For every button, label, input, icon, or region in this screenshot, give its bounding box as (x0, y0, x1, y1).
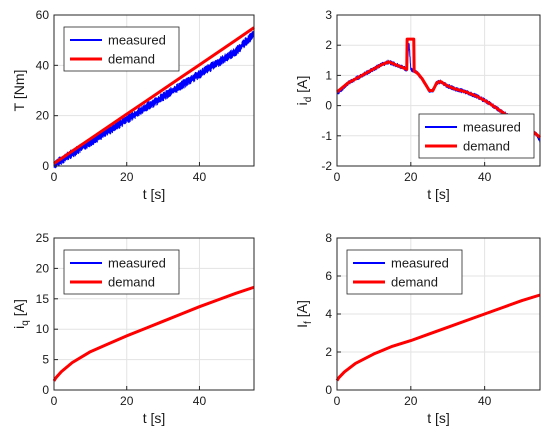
series-line-demand (52, 285, 255, 382)
legend-label-measured: measured (108, 256, 166, 271)
y-tick-label: 0 (325, 99, 332, 113)
y-tick-label: 2 (325, 38, 332, 52)
subplot-2: 0 20 40 -2 -1 0 1 2 3 t [s] id [A] measured demand (294, 8, 541, 202)
x-axis-label: t [s] (143, 410, 166, 426)
y-tick-label: 25 (36, 231, 50, 245)
x-tick-label: 20 (120, 394, 134, 408)
y-tick-label: 1 (325, 68, 332, 82)
legend-box (346, 249, 463, 295)
x-tick-label: 20 (120, 170, 134, 184)
y-tick-label: 15 (36, 292, 50, 306)
legend: measured demand (346, 249, 463, 295)
legend-box (63, 249, 180, 295)
y-axis-label: iq [A] (11, 299, 31, 329)
legend: measured demand (63, 249, 180, 295)
y-tick-label: -1 (321, 129, 332, 143)
legend-label-demand: demand (463, 139, 510, 154)
legend-box (63, 26, 180, 72)
x-tick-label: 40 (193, 394, 207, 408)
legend-box (418, 113, 535, 159)
y-tick-label: 8 (325, 231, 332, 245)
y-tick-label: 20 (36, 109, 50, 123)
x-tick-label: 20 (404, 170, 418, 184)
x-tick-label: 0 (51, 170, 58, 184)
x-axis-label: t [s] (427, 186, 450, 202)
legend-label-measured: measured (391, 256, 449, 271)
x-tick-label: 0 (334, 170, 341, 184)
y-tick-label: 60 (36, 8, 50, 22)
subplot-1: 0 20 40 0 20 40 60 t [s] T [Nm] measured demand (11, 8, 255, 202)
legend-label-measured: measured (463, 120, 521, 135)
legend: measured demand (418, 113, 535, 159)
x-tick-label: 0 (334, 394, 341, 408)
y-axis-label: T [Nm] (11, 70, 27, 112)
legend-label-demand: demand (391, 275, 438, 290)
y-axis-label: id [A] (294, 76, 314, 106)
axes-box (53, 237, 255, 391)
y-tick-label: -2 (321, 159, 332, 173)
legend-label-demand: demand (108, 52, 155, 67)
x-axis-label: t [s] (143, 186, 166, 202)
y-tick-label: 0 (42, 383, 49, 397)
x-tick-label: 0 (51, 394, 58, 408)
y-tick-label: 3 (325, 8, 332, 22)
series-line-demand (336, 37, 541, 139)
x-axis-label: t [s] (427, 410, 450, 426)
y-tick-label: 4 (325, 307, 332, 321)
y-tick-label: 10 (36, 322, 50, 336)
series-line-demand (335, 293, 541, 382)
y-tick-label: 0 (42, 159, 49, 173)
axes-box (336, 14, 541, 167)
legend-label-measured: measured (108, 33, 166, 48)
legend-label-demand: demand (108, 275, 155, 290)
subplot-4: 0 20 40 0 2 4 6 8 t [s] If [A] measured demand (294, 231, 541, 426)
subplot-3: 0 20 40 0 5 10 15 20 25 t [s] iq [A] measured demand (11, 231, 255, 426)
y-tick-label: 2 (325, 345, 332, 359)
axes-box (53, 14, 255, 167)
y-tick-label: 5 (42, 353, 49, 367)
y-axis-label: If [A] (294, 300, 314, 328)
x-tick-label: 40 (478, 394, 492, 408)
y-tick-label: 0 (325, 383, 332, 397)
y-tick-label: 6 (325, 269, 332, 283)
y-tick-label: 40 (36, 58, 50, 72)
x-tick-label: 40 (478, 170, 492, 184)
y-tick-label: 20 (36, 261, 50, 275)
x-tick-label: 40 (193, 170, 207, 184)
legend: measured demand (63, 26, 180, 72)
series-line-demand (53, 26, 255, 165)
x-tick-label: 20 (404, 394, 418, 408)
